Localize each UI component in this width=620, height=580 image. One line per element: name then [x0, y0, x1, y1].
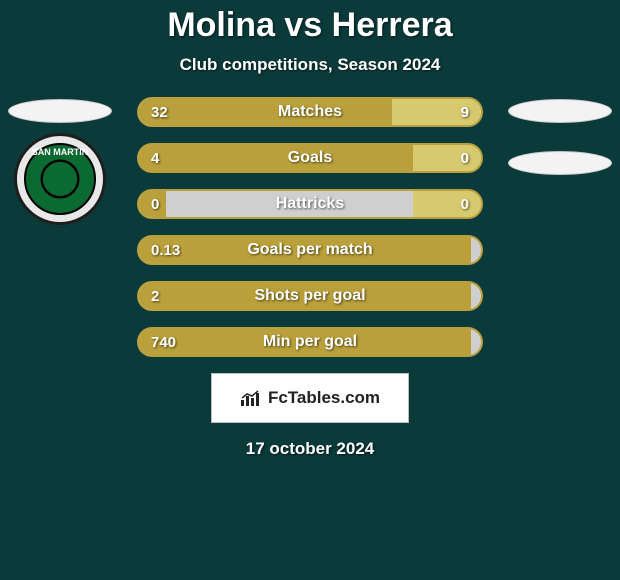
stat-label: Goals per match [139, 237, 481, 263]
stat-row-goals: 4 Goals 0 [137, 143, 483, 173]
stat-row-matches: 32 Matches 9 [137, 97, 483, 127]
page-subtitle: Club competitions, Season 2024 [0, 55, 620, 75]
right-club-badge-placeholder [508, 151, 612, 175]
stat-right-value: 9 [461, 99, 469, 125]
stat-label: Hattricks [139, 191, 481, 217]
right-player-avatar-placeholder [508, 99, 612, 123]
branding-box: FcTables.com [211, 373, 409, 423]
stat-bars: 32 Matches 9 4 Goals 0 0 Hattricks 0 0.1… [137, 97, 483, 357]
left-player-avatar-placeholder [8, 99, 112, 123]
left-club-badge: SAN MARTIN [14, 133, 106, 225]
stat-row-min-per-goal: 740 Min per goal [137, 327, 483, 357]
stat-row-shots-per-goal: 2 Shots per goal [137, 281, 483, 311]
stat-row-goals-per-match: 0.13 Goals per match [137, 235, 483, 265]
branding-text: FcTables.com [268, 388, 380, 408]
stat-right-value: 0 [461, 145, 469, 171]
left-player-column: SAN MARTIN [8, 99, 112, 225]
comparison-area: SAN MARTIN 32 Matches 9 4 Goals 0 0 Hatt… [0, 97, 620, 357]
stat-row-hattricks: 0 Hattricks 0 [137, 189, 483, 219]
left-club-badge-text: SAN MARTIN [24, 143, 96, 215]
stat-label: Goals [139, 145, 481, 171]
stat-label: Shots per goal [139, 283, 481, 309]
branding-chart-icon [240, 389, 262, 407]
page-title: Molina vs Herrera [0, 0, 620, 45]
right-player-column [508, 99, 612, 175]
stat-label: Min per goal [139, 329, 481, 355]
stat-right-value: 0 [461, 191, 469, 217]
stat-label: Matches [139, 99, 481, 125]
footer-date: 17 october 2024 [0, 439, 620, 459]
